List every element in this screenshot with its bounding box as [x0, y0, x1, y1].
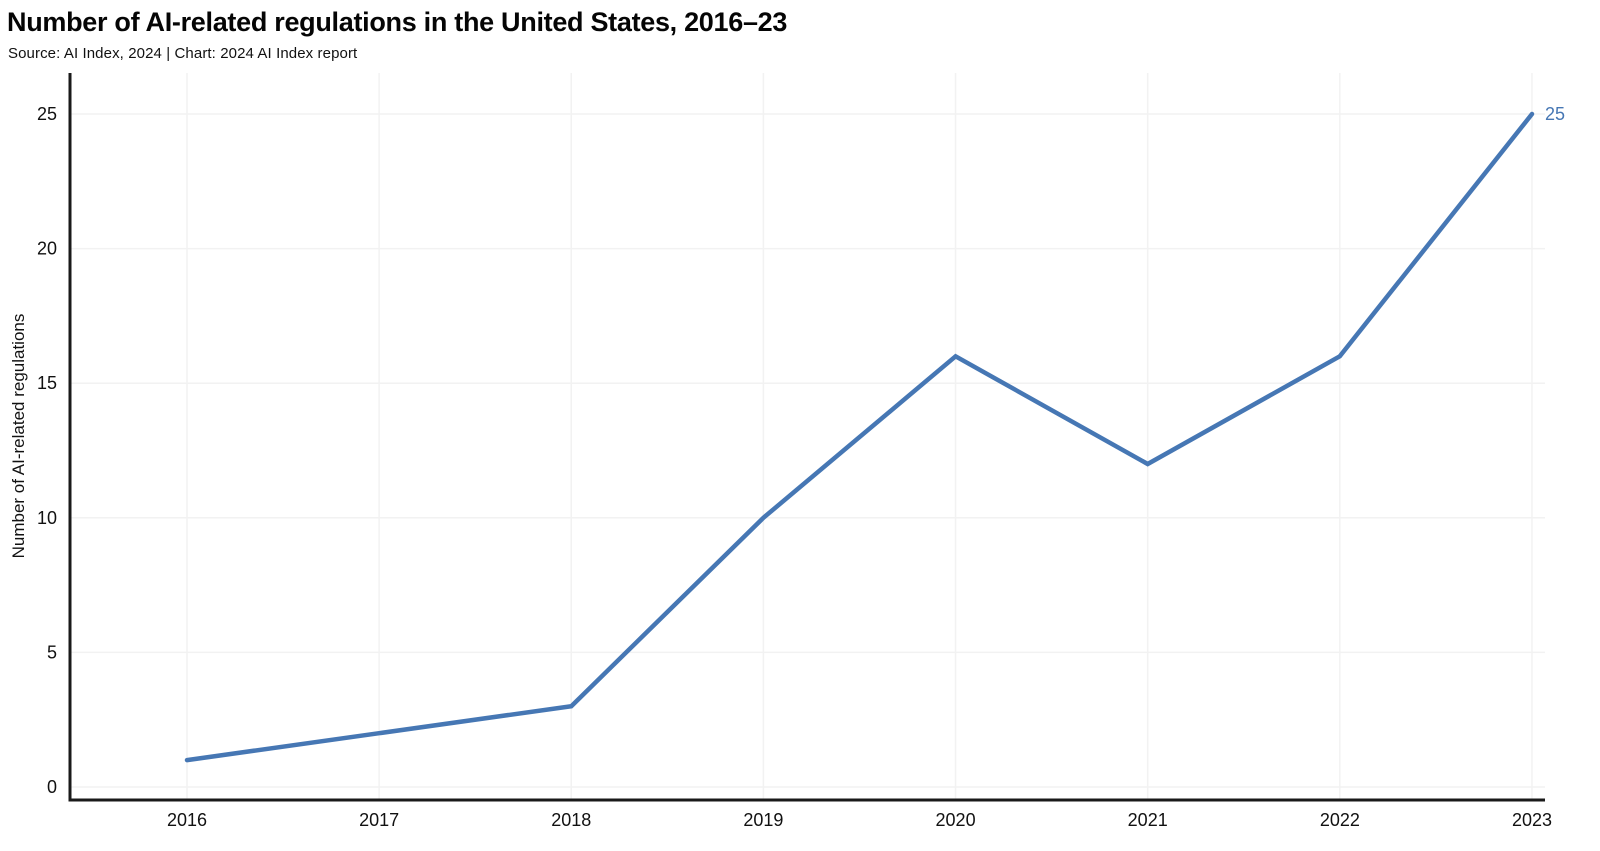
x-tick-label: 2022 [1320, 810, 1360, 830]
y-tick-label: 15 [37, 373, 57, 393]
y-tick-label: 20 [37, 239, 57, 259]
x-tick-label: 2020 [936, 810, 976, 830]
data-line [184, 111, 1535, 763]
endpoint-value-label: 25 [1545, 104, 1565, 124]
y-tick-label: 10 [37, 508, 57, 528]
x-tick-label: 2023 [1512, 810, 1552, 830]
chart-source-caption: Source: AI Index, 2024 | Chart: 2024 AI … [8, 45, 358, 62]
x-tick-label: 2017 [359, 810, 399, 830]
x-tick-label: 2019 [743, 810, 783, 830]
x-tick-label: 2016 [167, 810, 207, 830]
x-tick-label: 2021 [1128, 810, 1168, 830]
y-axis-title: Number of AI-related regulations [9, 314, 28, 559]
chart-title: Number of AI-related regulations in the … [7, 7, 788, 37]
y-tick-label: 25 [37, 104, 57, 124]
y-tick-label: 5 [47, 642, 57, 662]
y-tick-label: 0 [47, 777, 57, 797]
x-tick-label: 2018 [551, 810, 591, 830]
